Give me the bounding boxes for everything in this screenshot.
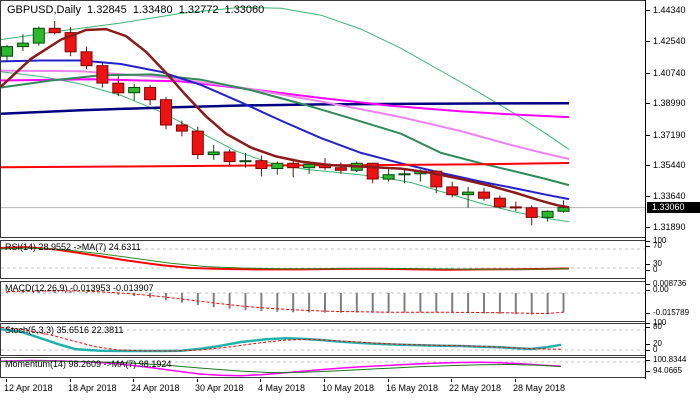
time-axis-label: 10 May 2018 (322, 383, 375, 393)
time-axis-tick (451, 379, 452, 382)
axis-label: 70 (653, 241, 662, 250)
axis-tick (646, 10, 650, 11)
time-axis-label: 22 May 2018 (449, 383, 502, 393)
axis-label: 100 (653, 236, 667, 245)
axis-label: 1.40740 (653, 68, 686, 78)
time-axis-tick (197, 379, 198, 382)
ohlc-open: 1.32845 (87, 4, 127, 16)
price-axis[interactable]: 1.33060 1.44340 1.42540 1.40740 1.38990 1.37… (645, 0, 700, 379)
momentum-canvas[interactable] (1, 358, 645, 377)
axis-tick (646, 290, 650, 291)
axis-label: 1.44340 (653, 5, 686, 15)
axis-tick (646, 165, 650, 166)
axis-tick (646, 284, 650, 285)
time-axis-tick (260, 379, 261, 382)
time-axis-label: 12 Apr 2018 (4, 383, 53, 393)
axis-tick (646, 344, 650, 345)
axis-tick (646, 270, 650, 271)
axis-tick (646, 227, 650, 228)
axis-tick (646, 360, 650, 361)
axis-label: 20 (653, 339, 662, 348)
macd-indicator-label: MACD(12,26,9) -0.013953 -0.013907 (5, 283, 154, 293)
rsi-panel[interactable]: RSI(14) 28.9552 ->MA(7) 24.6311 (0, 240, 646, 279)
axis-label: 1.37190 (653, 130, 686, 140)
axis-tick (646, 241, 650, 242)
price-chart-panel[interactable]: GBPUSD,Daily 1.32845 1.33480 1.32772 1.3… (0, 0, 646, 238)
axis-label: 0.00 (653, 285, 669, 294)
axis-label: 1.31890 (653, 222, 686, 232)
time-axis-tick (324, 379, 325, 382)
current-price-tag: 1.33060 (647, 202, 700, 213)
time-axis-tick (133, 379, 134, 382)
stochastic-canvas[interactable] (1, 324, 645, 355)
axis-label: 94.0665 (653, 366, 682, 375)
axis-tick (646, 246, 650, 247)
time-axis-tick (388, 379, 389, 382)
ohlc-close: 1.33060 (224, 4, 265, 16)
ohlc-high: 1.33480 (132, 4, 173, 16)
axis-label: 1.38990 (653, 98, 686, 108)
axis-tick (646, 350, 650, 351)
axis-label: 0 (653, 345, 658, 354)
time-axis-tick (70, 379, 71, 382)
axis-label: 100 (653, 318, 667, 327)
time-axis-label: 30 Apr 2018 (195, 383, 244, 393)
axis-tick (646, 313, 650, 314)
time-axis-label: 16 May 2018 (386, 383, 439, 393)
stochastic-indicator-label: Stoch(5,3,3) 35.6516 22.3811 (5, 325, 124, 335)
axis-label: 1.42540 (653, 36, 686, 46)
time-axis-label: 28 May 2018 (513, 383, 566, 393)
axis-label: 1.33640 (653, 191, 686, 201)
axis-label: 100.8344 (653, 355, 687, 364)
time-axis-tick (515, 379, 516, 382)
axis-label: 30 (653, 259, 662, 268)
axis-tick (646, 371, 650, 372)
axis-label: 0 (653, 265, 658, 274)
axis-tick (646, 135, 650, 136)
axis-label: 0.008736 (653, 279, 687, 288)
time-axis-label: 18 Apr 2018 (68, 383, 117, 393)
time-axis-label: 24 Apr 2018 (131, 383, 180, 393)
axis-tick (646, 327, 650, 328)
momentum-indicator-label: Momentum(14) 98.2609 ->MA(7) 98.1924 (5, 359, 172, 369)
axis-tick (646, 103, 650, 104)
axis-tick (646, 264, 650, 265)
time-axis[interactable]: 12 Apr 2018 18 Apr 2018 24 Apr 2018 30 Apr … (0, 379, 646, 400)
macd-panel[interactable]: MACD(12,26,9) -0.013953 -0.013907 (0, 281, 646, 322)
ohlc-low: 1.32772 (178, 4, 219, 16)
chart-title: GBPUSD,Daily 1.32845 1.33480 1.32772 1.3… (7, 4, 267, 16)
axis-label: 80 (653, 322, 662, 331)
price-chart-canvas[interactable] (1, 1, 645, 237)
symbol-period-label: GBPUSD,Daily (7, 4, 81, 16)
rsi-indicator-label: RSI(14) 28.9552 ->MA(7) 24.6311 (5, 242, 141, 252)
axis-label: 1.35440 (653, 160, 686, 170)
stochastic-panel[interactable]: Stoch(5,3,3) 35.6516 22.3811 (0, 323, 646, 356)
axis-tick (646, 73, 650, 74)
momentum-panel[interactable]: Momentum(14) 98.2609 ->MA(7) 98.1924 (0, 357, 646, 378)
axis-tick (646, 196, 650, 197)
axis-tick (646, 41, 650, 42)
rsi-canvas[interactable] (1, 241, 645, 278)
axis-tick (646, 323, 650, 324)
macd-canvas[interactable] (1, 282, 645, 321)
time-axis-label: 4 May 2018 (258, 383, 306, 393)
time-axis-tick (6, 379, 7, 382)
axis-label: -0.015789 (653, 308, 690, 317)
